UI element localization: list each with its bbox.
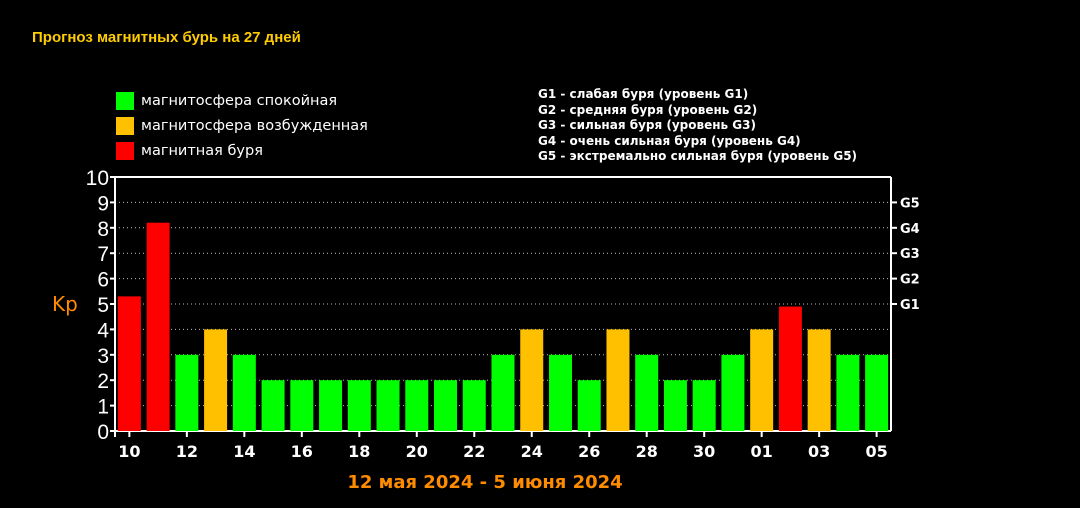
bar-31	[721, 354, 745, 431]
bar-04	[836, 354, 860, 431]
x-tick-label: 20	[406, 442, 428, 461]
storm-level-g1: G1 - слабая буря (уровень G1)	[538, 87, 749, 101]
legend-item-storm: магнитная буря	[116, 138, 368, 163]
x-tick-label: 26	[578, 442, 600, 461]
bar-22	[462, 380, 486, 431]
legend-swatch-quiet	[116, 91, 134, 110]
g-level-label: G3	[900, 247, 920, 262]
x-axis-label: 12 мая 2024 - 5 июня 2024	[347, 472, 622, 493]
bar-23	[491, 354, 515, 431]
y-tick-label: 6	[97, 269, 109, 292]
y-tick-label: 9	[97, 192, 109, 215]
legend: магнитосфера спокойная магнитосфера возб…	[116, 88, 368, 163]
x-tick-label: 12	[176, 442, 198, 461]
legend-swatch-storm	[116, 141, 134, 160]
storm-level-g5: G5 - экстремально сильная буря (уровень …	[538, 149, 858, 163]
y-tick-label: 7	[97, 243, 109, 266]
bar-12	[175, 354, 199, 431]
x-tick-label: 05	[865, 442, 887, 461]
y-tick-label: 4	[97, 319, 109, 342]
legend-item-quiet: магнитосфера спокойная	[116, 88, 368, 113]
storm-level-g4: G4 - очень сильная буря (уровень G4)	[538, 133, 801, 148]
x-tick-label: 03	[808, 442, 830, 461]
bar-26	[577, 380, 601, 431]
bar-27	[606, 329, 630, 431]
y-tick-label: 3	[97, 345, 109, 368]
x-tick-label: 22	[463, 442, 485, 461]
x-tick-label: 16	[291, 442, 313, 461]
bar-01	[750, 329, 774, 431]
bar-20	[405, 380, 429, 431]
g-level-label: G1	[900, 298, 920, 313]
legend-label-quiet: магнитосфера спокойная	[141, 92, 338, 109]
legend-label-storm: магнитная буря	[141, 142, 263, 159]
storm-level-g3: G3 - сильная буря (уровень G3)	[538, 118, 756, 132]
bar-11	[146, 222, 170, 431]
y-tick-label: 10	[86, 167, 109, 190]
x-tick-label: 01	[751, 442, 773, 461]
x-tick-label: 24	[521, 442, 543, 461]
bar-18	[347, 380, 371, 431]
x-tick-label: 14	[233, 442, 255, 461]
bar-21	[434, 380, 458, 431]
y-tick-label: 5	[97, 294, 109, 317]
storm-level-legend: G1 - слабая буря (уровень G1) G2 - средн…	[538, 87, 857, 165]
legend-label-excited: магнитосфера возбужденная	[141, 117, 368, 134]
bar-14	[232, 354, 256, 431]
x-tick-label: 18	[348, 442, 370, 461]
bar-19	[376, 380, 400, 431]
bar-28	[635, 354, 659, 431]
x-tick-label: 10	[118, 442, 140, 461]
g-level-label: G2	[900, 273, 920, 288]
bar-29	[663, 380, 687, 431]
storm-level-g2: G2 - средняя буря (уровень G2)	[538, 102, 758, 117]
bar-02	[778, 306, 802, 431]
y-tick-label: 8	[97, 218, 109, 241]
bar-30	[692, 380, 716, 431]
bar-17	[319, 380, 343, 431]
bar-24	[520, 329, 544, 431]
y-tick-label: 1	[97, 396, 109, 419]
y-axis-label: Kp	[52, 292, 78, 316]
x-tick-label: 30	[693, 442, 715, 461]
x-tick-label: 28	[636, 442, 658, 461]
y-tick-label: 2	[97, 370, 109, 393]
bar-05	[865, 354, 889, 431]
chart-title: Прогноз магнитных бурь на 27 дней	[32, 29, 301, 46]
bar-15	[261, 380, 285, 431]
g-level-label: G4	[900, 222, 920, 237]
bar-25	[548, 354, 572, 431]
g-level-label: G5	[900, 196, 920, 211]
bar-03	[807, 329, 831, 431]
bar-16	[290, 380, 314, 431]
bar-10	[117, 296, 141, 431]
legend-item-excited: магнитосфера возбужденная	[116, 113, 368, 138]
legend-swatch-excited	[116, 116, 134, 135]
bar-13	[204, 329, 228, 431]
y-tick-label: 0	[97, 421, 109, 444]
